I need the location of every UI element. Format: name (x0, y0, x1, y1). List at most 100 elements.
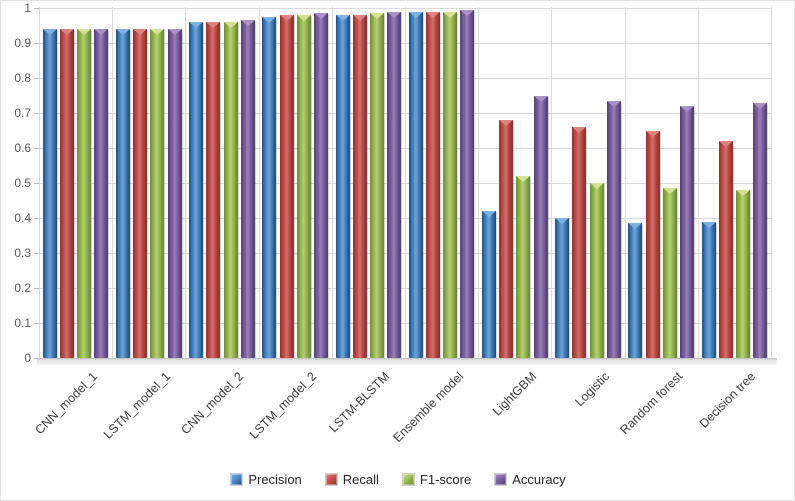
y-axis-tick (34, 323, 39, 324)
bar-bevel-cap (77, 29, 92, 35)
bar-bevel-cap (42, 29, 57, 35)
bar-precision-lstm-model-2 (262, 16, 277, 359)
bar-bevel-cap (606, 100, 621, 107)
bar-f1-score-cnn-model-1 (77, 29, 92, 358)
bar-bevel-cap (167, 29, 182, 35)
bar-recall-random-forest (645, 130, 660, 358)
bar-bevel-cap (736, 190, 750, 196)
y-axis-label: 0.5 (14, 176, 31, 190)
bar-f1-score-random-forest (662, 188, 677, 359)
x-axis-label: LightGBM (489, 369, 539, 419)
x-axis-label: Decision tree (697, 369, 759, 431)
bar-bevel-cap (460, 9, 475, 16)
bar-bevel-cap (426, 11, 440, 18)
legend-marker-icon (325, 474, 337, 485)
y-axis-label: 0.2 (14, 281, 31, 295)
bar-recall-decision-tree (718, 141, 733, 358)
bar-precision-random-forest (628, 223, 643, 359)
x-axis-label: CNN_model_1 (31, 369, 100, 438)
bar-bevel-cap (240, 20, 255, 27)
y-axis-label: 0.6 (14, 141, 31, 155)
bar-bevel-cap (370, 13, 384, 20)
legend-marker-icon (495, 474, 507, 485)
legend-label: Precision (248, 472, 302, 487)
x-axis-label: Random forest (617, 369, 686, 438)
bar-bevel-cap (499, 120, 514, 126)
legend-item-recall: Recall (325, 472, 379, 487)
bar-recall-lstm-model-1 (133, 29, 148, 358)
bar-bevel-cap (753, 102, 768, 109)
bar-accuracy-lstm-model-1 (167, 29, 182, 358)
legend-item-f1-score: F1-score (402, 472, 472, 487)
bar-recall-ensemble-model (426, 11, 440, 358)
bar-bevel-cap (314, 13, 328, 20)
x-axis-label: LSTM_model_2 (247, 369, 320, 442)
y-axis-tick (34, 8, 39, 9)
x-axis-label: CNN_model_2 (178, 369, 247, 438)
bar-accuracy-ensemble-model (460, 9, 475, 359)
y-axis-tick (34, 78, 39, 79)
bar-bevel-cap (296, 15, 311, 21)
y-axis-tick (34, 113, 39, 114)
bar-precision-lstm-model-1 (116, 29, 130, 358)
bar-bevel-cap (279, 15, 294, 21)
bar-bevel-cap (555, 218, 570, 224)
y-axis-tick (34, 253, 39, 254)
bar-bevel-cap (443, 11, 458, 18)
bar-bevel-cap (94, 29, 109, 35)
bar-accuracy-cnn-model-2 (240, 20, 255, 359)
bar-recall-logistic (572, 127, 587, 358)
y-axis-tick (34, 288, 39, 289)
bar-bevel-cap (645, 130, 660, 137)
legend-item-precision: Precision (231, 472, 302, 487)
bar-accuracy-random-forest (680, 106, 694, 358)
y-axis-tick (34, 148, 39, 149)
y-axis-label: 1 (24, 1, 31, 15)
bar-bevel-cap (589, 183, 604, 189)
bar-f1-score-decision-tree (736, 190, 750, 358)
bar-bevel-cap (133, 29, 148, 35)
bar-bevel-cap (516, 176, 531, 182)
bar-accuracy-cnn-model-1 (94, 29, 109, 358)
bar-bevel-cap (116, 29, 130, 35)
bar-recall-lightgbm (499, 120, 514, 358)
bar-recall-cnn-model-2 (206, 22, 221, 358)
gridline-v (478, 7, 480, 358)
legend-label: F1-score (419, 472, 472, 487)
gridline-v (551, 7, 553, 358)
bar-f1-score-cnn-model-2 (223, 22, 238, 358)
y-axis-label: 0.8 (14, 71, 31, 85)
y-axis-label: 0.1 (14, 316, 31, 330)
x-axis-label: Logistic (572, 369, 613, 410)
gridline-v (39, 7, 40, 358)
legend-marker-icon (402, 474, 414, 485)
bar-f1-score-lstm-model-1 (150, 29, 165, 358)
bar-precision-decision-tree (701, 221, 716, 358)
gridline-v (697, 7, 699, 358)
gridline-v (771, 7, 772, 358)
bar-precision-logistic (555, 218, 570, 358)
bar-accuracy-lstm-blstm (387, 11, 402, 358)
bar-precision-ensemble-model (408, 11, 423, 358)
bar-f1-score-lstm-model-2 (296, 15, 311, 358)
y-axis-tick (34, 358, 39, 359)
bar-bevel-cap (718, 141, 733, 147)
bar-bevel-cap (482, 211, 496, 217)
bar-f1-score-ensemble-model (443, 11, 458, 358)
x-axis-label: LSTM_model_1 (100, 369, 173, 442)
bar-recall-lstm-blstm (352, 15, 367, 358)
bar-bevel-cap (387, 11, 402, 18)
bar-f1-score-logistic (589, 183, 604, 358)
y-axis-tick (34, 183, 39, 184)
bar-recall-lstm-model-2 (279, 15, 294, 358)
bar-bevel-cap (262, 16, 277, 23)
bar-bevel-cap (533, 95, 548, 102)
x-axis-label: Ensemble model (390, 369, 466, 446)
bar-bevel-cap (206, 22, 221, 28)
gridline-v (185, 7, 187, 358)
gridline-v (112, 7, 114, 358)
bar-bevel-cap (680, 106, 694, 112)
bar-accuracy-decision-tree (753, 102, 768, 358)
bar-precision-cnn-model-2 (189, 22, 204, 358)
